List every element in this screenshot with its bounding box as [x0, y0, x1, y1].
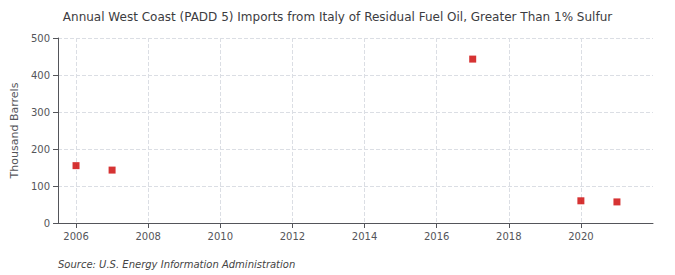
svg-text:200: 200 — [31, 144, 50, 155]
svg-text:100: 100 — [31, 181, 50, 192]
svg-text:300: 300 — [31, 107, 50, 118]
svg-text:500: 500 — [31, 33, 50, 44]
svg-text:0: 0 — [44, 218, 50, 229]
svg-text:2020: 2020 — [568, 231, 593, 242]
svg-text:2008: 2008 — [135, 231, 160, 242]
svg-text:Annual West Coast (PADD 5) Imp: Annual West Coast (PADD 5) Imports from … — [63, 10, 612, 24]
svg-text:2006: 2006 — [63, 231, 88, 242]
svg-text:2016: 2016 — [424, 231, 449, 242]
svg-text:2010: 2010 — [208, 231, 233, 242]
svg-text:Source: U.S. Energy Informatio: Source: U.S. Energy Information Administ… — [58, 259, 295, 270]
svg-text:2014: 2014 — [352, 231, 377, 242]
svg-text:Thousand Barrels: Thousand Barrels — [8, 82, 21, 179]
svg-text:2012: 2012 — [280, 231, 305, 242]
svg-text:400: 400 — [31, 70, 50, 81]
svg-text:2018: 2018 — [496, 231, 521, 242]
